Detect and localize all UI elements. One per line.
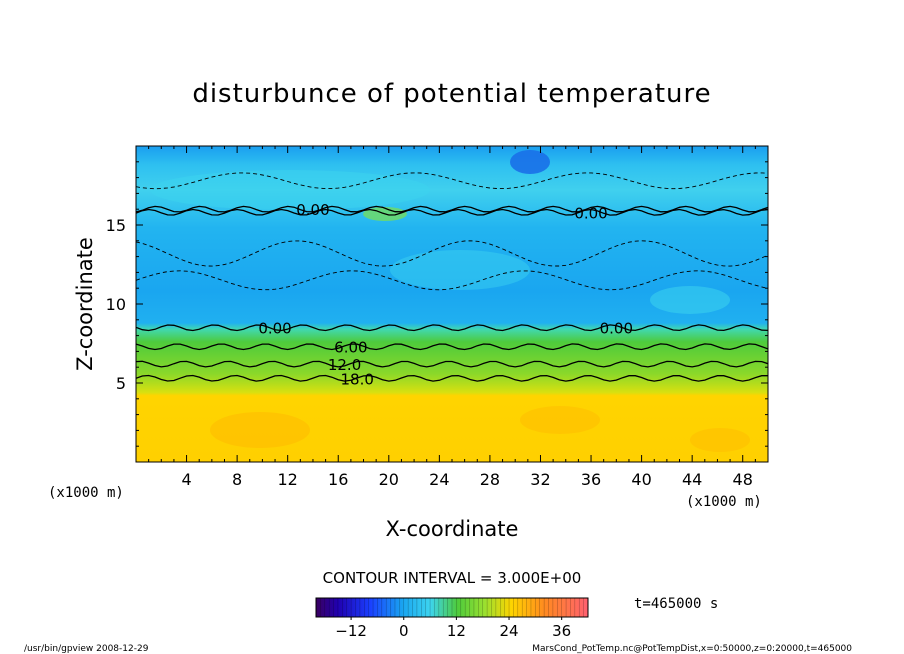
contour-line — [136, 343, 768, 351]
x-tick-label: 28 — [480, 470, 500, 489]
colorbar-tick-label: −12 — [335, 622, 367, 640]
contour-line — [136, 374, 768, 382]
x-tick-label: 4 — [181, 470, 191, 489]
x-tick-label: 36 — [581, 470, 601, 489]
contour-label: 6.00 — [334, 339, 367, 357]
x-tick-label: 8 — [232, 470, 242, 489]
colorbar-ticks: −12 0 12 24 36 — [335, 617, 571, 640]
cyan-patch — [650, 286, 730, 314]
contour-line-negative — [136, 270, 768, 291]
contour-labels: 18.012.06.00 0.00 0.00 0.00 0.00 — [258, 201, 633, 388]
contour-interval-label: CONTOUR INTERVAL = 3.000E+00 — [323, 569, 582, 587]
x-tick-label: 12 — [278, 470, 298, 489]
x-axis-label: X-coordinate — [386, 517, 519, 541]
orange-patch — [520, 406, 600, 434]
contour-line-negative — [136, 240, 768, 267]
x-tick-label: 48 — [733, 470, 753, 489]
colorbar — [315, 597, 589, 618]
contour-label: 0.00 — [258, 320, 291, 338]
y-tick-label: 5 — [116, 374, 126, 393]
cyan-patch — [390, 250, 530, 290]
contour-line — [136, 360, 768, 368]
y-tick-label: 15 — [106, 216, 126, 235]
plot-area — [136, 146, 768, 462]
x-tick-label: 20 — [379, 470, 399, 489]
x-unit-right: (x1000 m) — [686, 494, 762, 510]
contour-label: 0.00 — [574, 204, 607, 222]
contour-label: 18.0 — [340, 370, 373, 388]
colorbar-tick-label: 36 — [552, 622, 571, 640]
time-label: t=465000 s — [634, 596, 718, 612]
y-axis-label: Z-coordinate — [73, 237, 97, 371]
contour-label: 0.00 — [600, 320, 633, 338]
cyan-patch — [150, 170, 430, 210]
blue-patch — [510, 150, 550, 174]
x-tick-label: 16 — [328, 470, 348, 489]
contour-line — [136, 208, 768, 216]
x-tick-label: 44 — [682, 470, 702, 489]
contour-line-negative — [136, 172, 768, 190]
y-axis: 5 10 15 — [106, 161, 768, 447]
chart-title: disturbunce of potential temperature — [192, 79, 711, 109]
x-tick-label: 24 — [429, 470, 449, 489]
y-tick-label: 10 — [106, 295, 126, 314]
orange-patch — [210, 412, 310, 448]
orange-patch — [690, 428, 750, 452]
colorbar-tick-label: 12 — [447, 622, 466, 640]
colorbar-stripes — [320, 598, 584, 617]
contour-lines — [136, 172, 768, 382]
footer-right: MarsCond_PotTemp.nc@PotTempDist,x=0:5000… — [532, 644, 852, 654]
footer-left: /usr/bin/gpview 2008-12-29 — [24, 644, 149, 654]
x-tick-label: 32 — [530, 470, 550, 489]
colorbar-tick-label: 24 — [499, 622, 518, 640]
contour-label: 12.0 — [328, 356, 361, 374]
x-axis: 4 8 12 16 20 24 28 32 36 40 44 48 — [148, 146, 756, 489]
x-unit-left: (x1000 m) — [48, 485, 124, 501]
x-tick-label: 40 — [631, 470, 651, 489]
contour-line — [136, 324, 768, 332]
colorbar-tick-label: 0 — [399, 622, 409, 640]
contour-label: 0.00 — [296, 201, 329, 219]
